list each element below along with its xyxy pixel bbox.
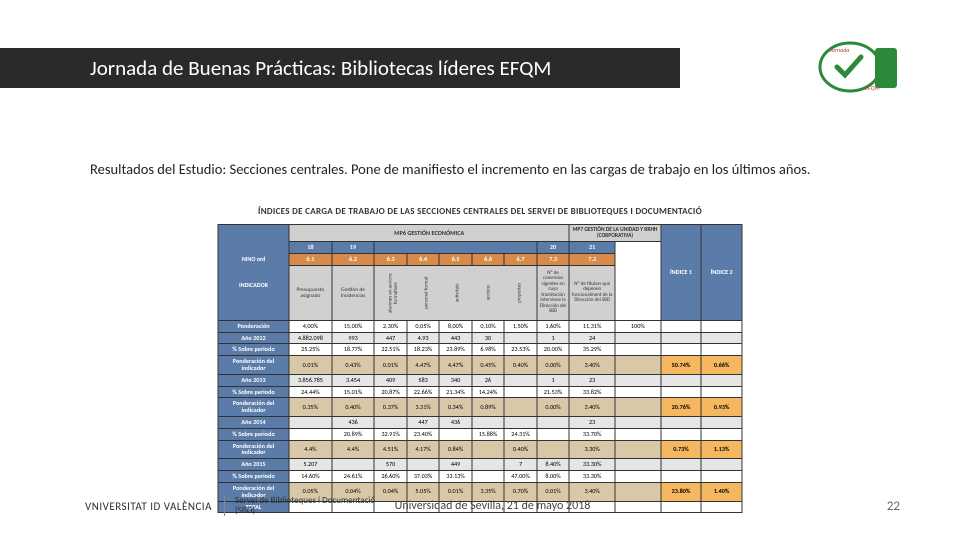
svg-text:EFQM: EFQM bbox=[865, 84, 880, 92]
table-caption: ÍNDICES DE CARGA DE TRABAJO DE LAS SECCI… bbox=[258, 206, 702, 217]
footer-venue: Universidad de Sevilla, 21 de mayo 2018 bbox=[395, 499, 591, 513]
slide-title: Jornada de Buenas Prácticas: Bibliotecas… bbox=[90, 55, 551, 81]
workload-table: NINO ordINDICADORMP6 GESTIÓN ECONÓMICAMP… bbox=[218, 224, 743, 513]
university-logo: VNIVERSITAT ID VALÈNCIA Servei de Biblio… bbox=[85, 496, 375, 516]
uni-abbr: (SBD) bbox=[235, 506, 375, 516]
efqm-logo: Jornada EFQM bbox=[815, 40, 900, 95]
slide-header: Jornada de Buenas Prácticas: Bibliotecas… bbox=[0, 48, 680, 88]
uni-name: VNIVERSITAT ID VALÈNCIA bbox=[85, 500, 212, 513]
slide-number: 22 bbox=[887, 499, 900, 514]
slide-footer: VNIVERSITAT ID VALÈNCIA Servei de Biblio… bbox=[85, 492, 900, 520]
svg-text:Jornada: Jornada bbox=[829, 46, 849, 54]
uni-service: Servei de Biblioteques i Documentació bbox=[235, 496, 375, 506]
body-paragraph: Resultados del Estudio: Secciones centra… bbox=[90, 160, 880, 180]
